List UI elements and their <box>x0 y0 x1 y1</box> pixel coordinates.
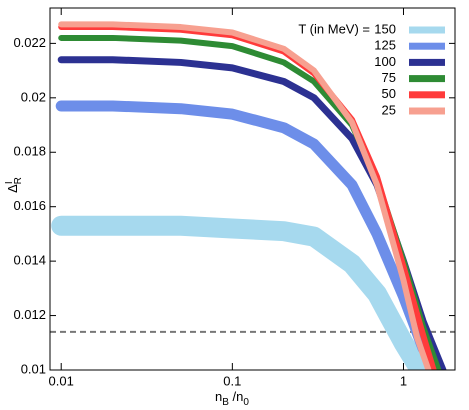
legend-swatch <box>409 58 445 66</box>
y-tick-label: 0.012 <box>13 307 46 322</box>
x-tick-label: 0.1 <box>223 373 241 388</box>
y-tick-label: 0.014 <box>13 253 46 268</box>
x-label-sub: 0 <box>243 397 249 408</box>
legend-swatch <box>409 107 445 115</box>
y-label-sub: R <box>13 177 24 184</box>
y-axis-label: ΔIR <box>4 177 24 193</box>
legend-swatch <box>409 42 445 50</box>
y-tick-label: 0.01 <box>21 361 46 376</box>
y-tick-label: 0.02 <box>21 89 46 104</box>
legend-swatch <box>409 91 445 99</box>
legend-label: 150 <box>374 21 396 36</box>
y-tick-label: 0.022 <box>13 35 46 50</box>
legend-label: 25 <box>382 102 396 117</box>
x-axis-label: nB /n0 <box>215 389 249 407</box>
y-label-sup: I <box>4 181 15 184</box>
y-tick-label: 0.018 <box>13 144 46 159</box>
y-tick-label: 0.016 <box>13 198 46 213</box>
legend-label: 50 <box>382 86 396 101</box>
x-label-part: /n <box>229 389 243 404</box>
y-label-part: Δ <box>5 184 20 193</box>
plot-area <box>50 21 455 370</box>
legend-label: 100 <box>374 54 396 69</box>
legend-label: 75 <box>382 70 396 85</box>
x-label-sub: B <box>222 397 229 408</box>
legend-title: T (in MeV) = <box>298 21 370 36</box>
x-tick-label: 0.01 <box>49 373 74 388</box>
legend-swatch <box>409 75 445 83</box>
legend-swatch <box>409 26 445 34</box>
series-line <box>51 215 431 370</box>
series-line <box>58 21 432 370</box>
x-tick-label: 1 <box>400 373 407 388</box>
x-label-part: n <box>215 389 222 404</box>
legend-label: 125 <box>374 38 396 53</box>
frame <box>49 7 456 371</box>
